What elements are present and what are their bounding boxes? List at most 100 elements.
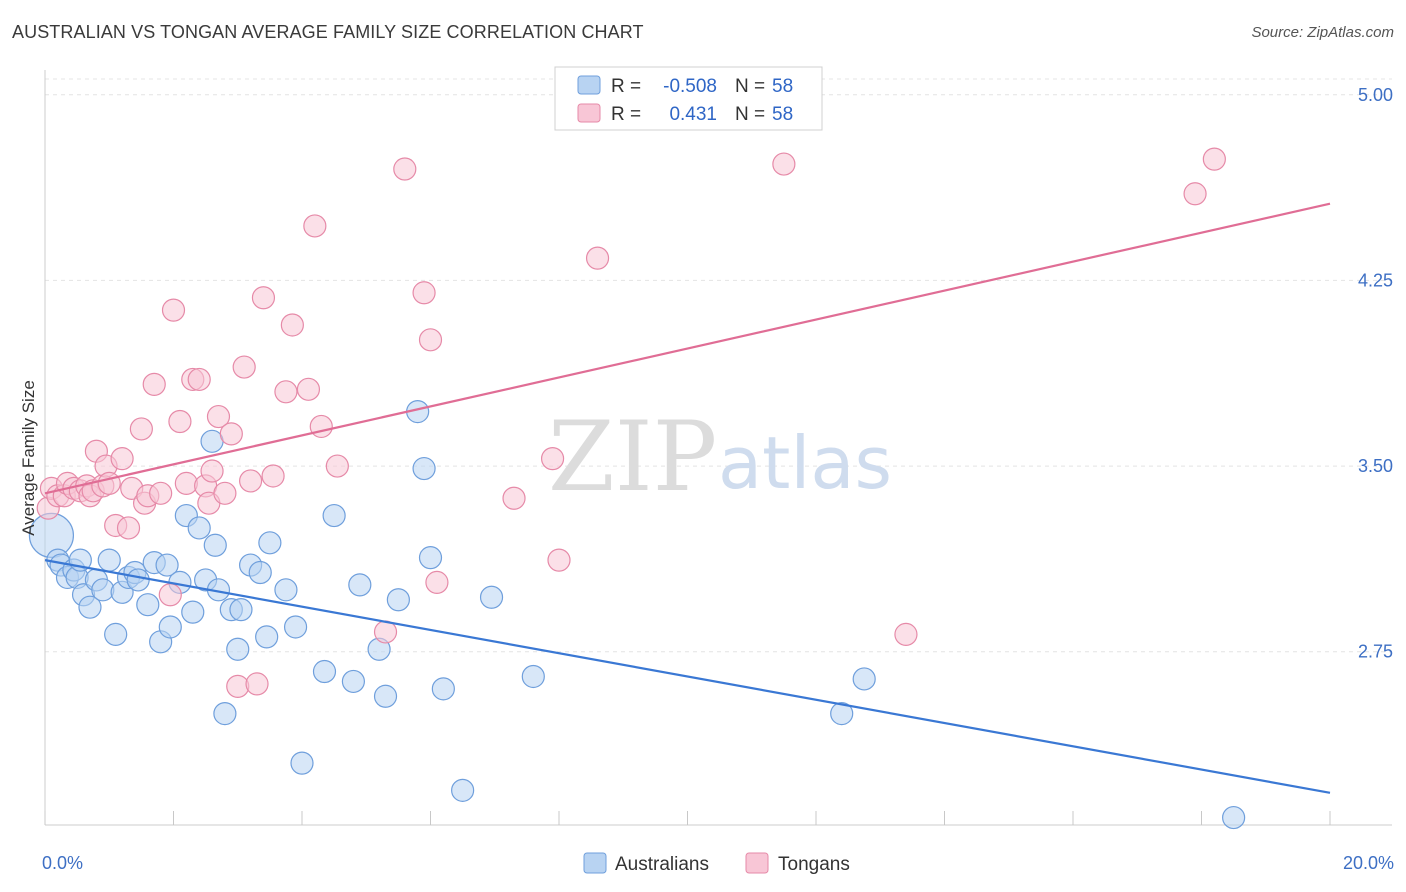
data-point-australians: [521, 664, 545, 689]
data-point-australians: [229, 598, 253, 622]
legend-n-value: 58: [772, 76, 793, 97]
x-tick-label: 20.0%: [1343, 853, 1394, 873]
data-point-australians: [181, 600, 205, 624]
data-point-tongans: [219, 422, 243, 446]
data-point-tongans: [187, 367, 211, 392]
data-point-tongans: [168, 409, 192, 434]
legend-row-tongans: R = 0.431 N = 58: [577, 103, 793, 125]
data-point-tongans: [894, 622, 918, 646]
data-point-tongans: [261, 464, 285, 488]
data-point-australians: [248, 560, 272, 585]
chart-title: AUSTRALIAN VS TONGAN AVERAGE FAMILY SIZE…: [12, 22, 644, 42]
data-point-tongans: [325, 454, 349, 478]
data-point-tongans: [226, 674, 250, 698]
series-legend-australians: Australians: [583, 852, 709, 875]
data-point-tongans: [540, 447, 565, 471]
data-point-australians: [386, 588, 410, 612]
series-legend: Australians Tongans: [583, 852, 850, 875]
data-point-australians: [290, 751, 314, 775]
data-point-australians: [1222, 805, 1246, 830]
data-point-tongans: [303, 214, 327, 238]
data-point-australians: [91, 578, 115, 602]
data-point-australians: [78, 595, 102, 619]
y-tick-label: 2.75: [1358, 642, 1393, 662]
data-point-tongans: [110, 447, 134, 471]
legend-n-label: N =: [735, 104, 765, 125]
data-point-australians: [341, 669, 365, 694]
watermark: ZIP atlas: [548, 401, 892, 513]
data-point-australians: [136, 593, 160, 617]
series-australians-points: [28, 400, 1246, 830]
data-point-australians: [97, 548, 121, 572]
data-point-australians: [104, 622, 128, 646]
data-point-tongans: [206, 404, 231, 429]
data-point-tongans: [213, 481, 237, 505]
series-swatch-australians: [583, 852, 607, 874]
data-point-tongans: [274, 380, 298, 404]
x-tick-label: 0.0%: [42, 853, 83, 873]
data-point-australians: [203, 533, 227, 557]
data-point-australians: [322, 503, 346, 528]
data-point-tongans: [200, 459, 224, 483]
y-axis-title: Average Family Size: [19, 380, 38, 536]
data-point-australians: [852, 667, 876, 691]
legend-n-label: N =: [735, 76, 765, 97]
data-point-tongans: [547, 548, 571, 572]
data-point-tongans: [161, 298, 186, 322]
legend-r-value: -0.508: [663, 76, 717, 97]
y-tick-label: 5.00: [1358, 85, 1393, 105]
data-point-australians: [126, 568, 150, 592]
data-point-tongans: [280, 313, 304, 337]
y-tick-label: 3.50: [1358, 456, 1393, 476]
data-point-australians: [418, 546, 443, 570]
y-tick-labels: 2.75 3.50 4.25 5.00: [1358, 85, 1393, 662]
data-point-tongans: [502, 486, 526, 510]
legend-r-label: R =: [611, 104, 641, 125]
data-point-tongans: [418, 328, 443, 352]
data-point-tongans: [251, 286, 276, 310]
data-point-tongans: [158, 583, 182, 607]
data-points: [28, 147, 1246, 830]
legend-r-value: 0.431: [669, 104, 717, 125]
data-point-australians: [283, 615, 308, 639]
data-point-australians: [258, 531, 282, 555]
data-point-australians: [158, 615, 182, 639]
trend-lines: [44, 202, 1331, 794]
watermark-atlas: atlas: [718, 421, 892, 505]
data-point-tongans: [232, 355, 256, 379]
data-point-tongans: [1202, 147, 1226, 171]
legend-n-value: 58: [772, 104, 793, 125]
data-point-tongans: [97, 471, 121, 495]
data-point-australians: [226, 637, 250, 661]
series-legend-tongans: Tongans: [745, 852, 850, 875]
data-point-australians: [830, 702, 854, 726]
data-point-australians: [255, 625, 279, 649]
data-point-australians: [431, 677, 455, 701]
data-point-tongans: [296, 377, 321, 401]
x-tick-labels: 0.0% 20.0%: [42, 853, 1394, 873]
trend-line-tongans: [44, 202, 1331, 495]
data-point-australians: [373, 684, 398, 708]
data-point-australians: [479, 585, 504, 609]
series-label-australians: Australians: [615, 854, 709, 875]
watermark-zip: ZIP: [548, 401, 717, 513]
legend-swatch-tongans: [577, 103, 601, 123]
data-point-tongans: [585, 246, 610, 270]
legend-r-label: R =: [611, 76, 641, 97]
axes: [44, 70, 1392, 826]
data-point-tongans: [149, 481, 173, 505]
data-point-tongans: [309, 414, 333, 439]
data-point-australians: [312, 659, 337, 684]
series-swatch-tongans: [745, 852, 769, 874]
correlation-legend: R = -0.508 N = 58 R = 0.431 N = 58: [554, 66, 823, 131]
data-point-tongans: [129, 417, 153, 441]
source-label: Source: ZipAtlas.com: [1251, 24, 1394, 41]
data-point-australians: [412, 456, 436, 481]
legend-row-australians: R = -0.508 N = 58: [577, 75, 793, 97]
data-point-australians: [213, 702, 237, 726]
data-point-tongans: [245, 672, 269, 696]
series-label-tongans: Tongans: [778, 854, 850, 875]
data-point-tongans: [174, 471, 198, 495]
data-point-tongans: [425, 570, 449, 595]
